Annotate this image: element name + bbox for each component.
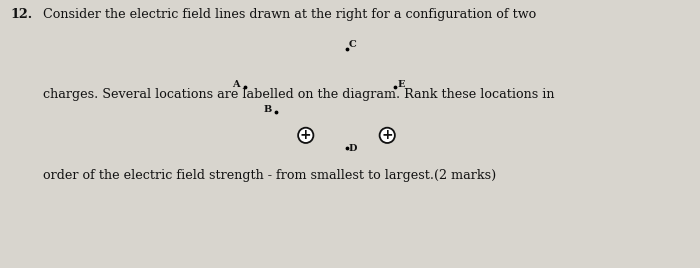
Text: +: + xyxy=(382,128,393,142)
Text: A: A xyxy=(232,80,239,89)
Text: charges. Several locations are labelled on the diagram. Rank these locations in: charges. Several locations are labelled … xyxy=(43,88,555,102)
Text: C: C xyxy=(349,40,357,50)
Circle shape xyxy=(379,128,395,143)
Text: D: D xyxy=(349,144,357,152)
Text: Consider the electric field lines drawn at the right for a configuration of two: Consider the electric field lines drawn … xyxy=(43,8,537,21)
Text: B: B xyxy=(263,105,272,114)
Text: order of the electric field strength - from smallest to largest.(2 marks): order of the electric field strength - f… xyxy=(43,169,497,182)
Text: +: + xyxy=(300,128,312,142)
Text: E: E xyxy=(398,80,405,89)
Circle shape xyxy=(298,128,314,143)
Text: 12.: 12. xyxy=(10,8,33,21)
